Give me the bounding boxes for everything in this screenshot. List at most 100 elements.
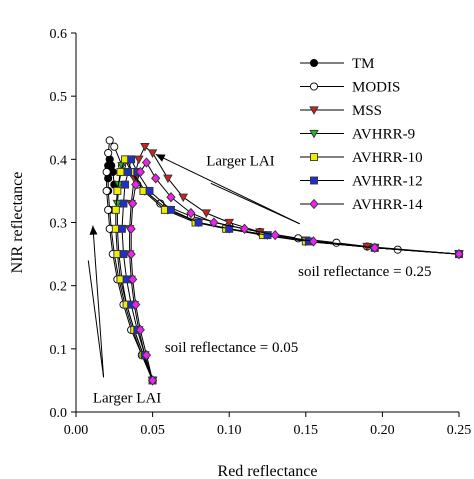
annotations: Larger LAI soil reflectance = 0.25 soil re… — [93, 154, 432, 407]
data-point-avhrr-12 — [121, 180, 129, 189]
y-tick-label: 0.2 — [50, 280, 68, 295]
legend-marker-avhrr-9 — [309, 129, 319, 139]
legend-marker-mss — [309, 106, 319, 115]
legend-label-modis: MODIS — [352, 80, 400, 96]
annotation-4: Larger LAI — [93, 391, 161, 407]
legend-marker-tm — [309, 58, 319, 68]
data-point-avhrr-14 — [128, 274, 138, 285]
legend-item-avhrr-14: AVHRR-14 — [300, 197, 423, 213]
annotation-arrows — [87, 153, 300, 378]
annotation-arrow-line — [210, 182, 300, 225]
data-point-avhrr-14 — [151, 173, 161, 184]
data-point-avhrr-14 — [141, 349, 152, 361]
y-tick-label: 0.4 — [50, 153, 68, 168]
data-point-modis — [104, 148, 113, 158]
legend-item-avhrr-10: AVHRR-10 — [300, 150, 423, 166]
data-point-avhrr-14 — [135, 324, 145, 336]
data-point-mss — [201, 209, 211, 218]
annotation-1: Larger LAI — [206, 154, 274, 170]
x-tick-label: 0.25 — [447, 423, 472, 438]
legend-label-avhrr-12: AVHRR-12 — [352, 174, 423, 190]
data-point-mss — [163, 174, 173, 184]
data-point-avhrr-14 — [128, 198, 138, 209]
data-point-modis — [110, 142, 119, 151]
legend-marker-avhrr-14 — [309, 198, 319, 210]
legend-label-tm: TM — [352, 56, 375, 72]
data-point-avhrr-14 — [370, 242, 380, 253]
y-tick-label: 0.0 — [50, 406, 68, 421]
data-point-avhrr-14 — [131, 299, 141, 310]
data-point-avhrr-14 — [166, 192, 176, 203]
y-tick-label: 0.5 — [50, 90, 68, 105]
data-point-avhrr-14 — [135, 166, 145, 178]
series-avhrr-14 — [126, 157, 464, 386]
x-tick-label: 0.05 — [140, 423, 165, 438]
legend-item-avhrr-9: AVHRR-9 — [300, 127, 415, 143]
annotation-arrow-line — [87, 260, 105, 378]
legend: TM MODIS MSS AVHRR-9 AVHRR-10 AVHRR-12 AVHRR-1… — [300, 56, 423, 213]
series-line-avhrr-12 — [121, 157, 460, 381]
data-point-avhrr-14 — [131, 179, 141, 190]
data-point-avhrr-14 — [308, 236, 319, 247]
data-point-modis — [102, 167, 111, 177]
data-point-mss — [178, 193, 189, 203]
data-point-avhrr-14 — [454, 248, 464, 260]
legend-marker-modis — [309, 82, 319, 91]
y-tick-label: 0.6 — [50, 27, 68, 42]
data-point-modis — [102, 186, 111, 195]
data-point-avhrr-12 — [194, 218, 203, 227]
y-tick-label: 0.3 — [50, 217, 68, 232]
legend-label-mss: MSS — [352, 103, 382, 119]
arrowhead — [155, 154, 166, 162]
data-point-avhrr-9 — [112, 199, 123, 209]
data-point-avhrr-14 — [126, 248, 136, 260]
x-tick-label: 0.20 — [370, 423, 395, 438]
data-point-mss — [147, 149, 158, 158]
legend-item-modis: MODIS — [300, 80, 400, 96]
y-tick-label: 0.1 — [50, 343, 68, 358]
arrowhead — [89, 225, 98, 235]
data-point-avhrr-14 — [239, 223, 250, 234]
legend-item-mss: MSS — [300, 103, 382, 119]
data-point-avhrr-12 — [145, 186, 154, 195]
legend-marker-avhrr-10 — [310, 153, 318, 161]
data-point-avhrr-12 — [119, 250, 128, 259]
legend-item-avhrr-12: AVHRR-12 — [300, 174, 423, 190]
data-point-avhrr-12 — [167, 205, 175, 214]
data-point-avhrr-14 — [209, 217, 219, 228]
data-point-mss — [134, 155, 144, 165]
legend-marker-avhrr-12 — [310, 176, 318, 185]
data-point-avhrr-10 — [111, 205, 120, 214]
annotation-arrow-line — [92, 225, 105, 378]
ticks: 0.00 0.05 0.10 0.15 0.20 0.25 0.0 0.1 0.2 0.3 0.4 0… — [50, 27, 472, 438]
legend-item-tm: TM — [300, 56, 375, 72]
x-tick-label: 0.00 — [64, 423, 89, 438]
data-point-avhrr-12 — [118, 224, 126, 233]
annotation-arrow-line — [155, 153, 300, 225]
legend-label-avhrr-9: AVHRR-9 — [352, 127, 415, 143]
data-point-mss — [224, 218, 234, 228]
data-point-avhrr-14 — [126, 223, 136, 234]
data-point-avhrr-12 — [119, 199, 128, 208]
data-point-modis — [104, 205, 113, 214]
x-axis-label: Red reflectance — [218, 463, 318, 479]
data-point-avhrr-12 — [124, 168, 133, 176]
x-tick-label: 0.15 — [294, 423, 319, 438]
legend-label-avhrr-14: AVHRR-14 — [352, 197, 423, 213]
annotation-3: soil reflectance = 0.05 — [165, 340, 298, 356]
data-point-avhrr-14 — [141, 157, 152, 168]
series-line-avhrr-10 — [115, 158, 460, 381]
data-point-avhrr-10 — [116, 168, 125, 176]
data-point-avhrr-14 — [186, 207, 196, 219]
y-axis-label: NIR reflectance — [9, 172, 26, 274]
x-tick-label: 0.10 — [217, 423, 242, 438]
data-point-avhrr-12 — [127, 155, 136, 164]
data-point-modis — [105, 136, 114, 145]
data-point-mss — [140, 143, 150, 152]
data-point-avhrr-14 — [147, 375, 158, 386]
legend-label-avhrr-10: AVHRR-10 — [352, 150, 423, 166]
data-point-avhrr-14 — [270, 229, 280, 241]
annotation-2: soil reflectance = 0.25 — [298, 264, 431, 280]
data-point-avhrr-10 — [113, 186, 122, 195]
